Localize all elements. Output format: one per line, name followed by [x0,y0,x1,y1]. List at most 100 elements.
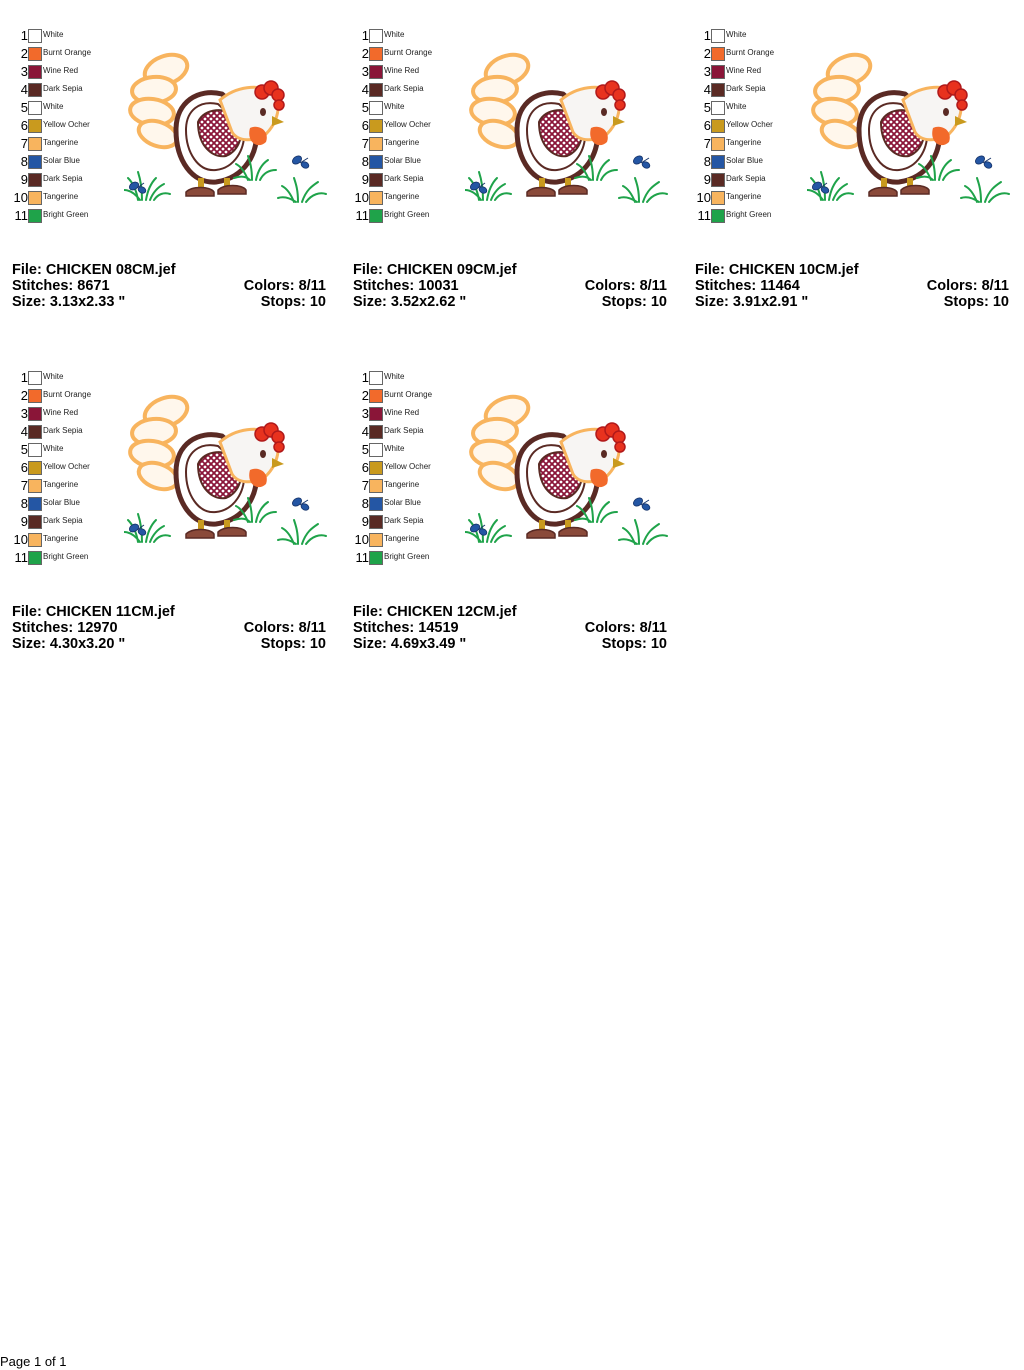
design-card: 1 White 2 Burnt Orange 3 Wine Red 4 Dark Sepia 5… [12,358,330,658]
color-name: Solar Blue [43,156,80,165]
color-number: 7 [703,136,711,151]
color-number: 5 [703,100,711,115]
design-info: File: CHICKEN 08CM.jef Stitches: 8671 Col… [12,262,326,310]
color-swatch [369,479,383,493]
color-number: 5 [20,100,28,115]
color-number: 7 [20,136,28,151]
color-number: 7 [361,478,369,493]
legend-row: 3 Wine Red [353,64,463,82]
color-swatch [28,515,42,529]
color-swatch [28,191,42,205]
legend-row: 8 Solar Blue [12,154,122,172]
color-number: 8 [20,154,28,169]
color-number: 7 [20,478,28,493]
color-swatch [28,479,42,493]
legend-row: 4 Dark Sepia [353,424,463,442]
color-legend: 1 White 2 Burnt Orange 3 Wine Red 4 Dark Sepia 5… [353,28,463,226]
color-number: 5 [20,442,28,457]
color-number: 11 [14,550,29,565]
color-count: Colors: 8/11 [243,278,326,294]
legend-row: 4 Dark Sepia [695,82,805,100]
color-swatch [711,29,725,43]
color-number: 9 [20,172,28,187]
color-number: 6 [703,118,711,133]
color-swatch [28,443,42,457]
color-swatch [711,209,725,223]
color-swatch [369,119,383,133]
legend-row: 4 Dark Sepia [12,82,122,100]
color-number: 8 [361,154,369,169]
stitch-count: Stitches: 12970 [12,620,118,636]
color-swatch [369,101,383,115]
color-name: Dark Sepia [384,426,424,435]
color-swatch [369,137,383,151]
color-name: Bright Green [43,210,89,219]
color-name: Wine Red [384,408,420,417]
stop-count: Stops: 10 [260,294,326,310]
design-size: Size: 3.91x2.91 " [695,294,809,310]
color-number: 10 [13,190,28,205]
legend-row: 2 Burnt Orange [12,388,122,406]
legend-row: 2 Burnt Orange [12,46,122,64]
color-number: 6 [20,460,28,475]
color-name: Dark Sepia [726,84,766,93]
color-swatch [28,461,42,475]
color-legend: 1 White 2 Burnt Orange 3 Wine Red 4 Dark Sepia 5… [353,370,463,568]
color-number: 11 [355,550,370,565]
design-info: File: CHICKEN 12CM.jef Stitches: 14519 Co… [353,604,667,652]
color-swatch [369,29,383,43]
stop-count: Stops: 10 [601,294,667,310]
legend-row: 10 Tangerine [12,532,122,550]
color-swatch [28,29,42,43]
color-swatch [28,65,42,79]
color-number: 5 [361,442,369,457]
legend-row: 10 Tangerine [12,190,122,208]
legend-row: 2 Burnt Orange [695,46,805,64]
color-number: 11 [355,208,370,223]
color-number: 11 [14,208,29,223]
color-name: Burnt Orange [384,48,433,57]
color-number: 1 [361,28,369,43]
legend-row: 11 Bright Green [12,550,122,568]
color-number: 3 [361,406,369,421]
color-number: 2 [361,46,369,61]
color-swatch [28,119,42,133]
color-name: White [43,102,64,111]
color-name: Dark Sepia [384,174,424,183]
color-swatch [28,155,42,169]
legend-row: 1 White [353,28,463,46]
color-name: Bright Green [43,552,89,561]
color-swatch [711,191,725,205]
stitch-count: Stitches: 8671 [12,278,110,294]
legend-row: 10 Tangerine [353,532,463,550]
color-swatch [711,173,725,187]
color-swatch [369,533,383,547]
color-name: Solar Blue [384,156,421,165]
color-name: Dark Sepia [384,84,424,93]
legend-row: 10 Tangerine [695,190,805,208]
color-number: 10 [696,190,711,205]
color-number: 8 [20,496,28,511]
color-name: Dark Sepia [384,516,424,525]
color-name: Tangerine [43,534,79,543]
color-swatch [711,65,725,79]
color-swatch [369,497,383,511]
color-number: 5 [361,100,369,115]
legend-row: 9 Dark Sepia [12,514,122,532]
color-swatch [369,371,383,385]
color-name: Wine Red [43,408,79,417]
color-name: Tangerine [726,192,762,201]
color-name: Tangerine [384,138,420,147]
color-name: Bright Green [384,210,430,219]
legend-row: 6 Yellow Ocher [12,460,122,478]
design-card: 1 White 2 Burnt Orange 3 Wine Red 4 Dark Sepia 5… [12,16,330,316]
legend-row: 8 Solar Blue [353,154,463,172]
legend-row: 11 Bright Green [353,550,463,568]
legend-row: 8 Solar Blue [695,154,805,172]
color-swatch [711,83,725,97]
color-number: 3 [361,64,369,79]
color-swatch [711,47,725,61]
color-legend: 1 White 2 Burnt Orange 3 Wine Red 4 Dark Sepia 5… [12,28,122,226]
legend-row: 7 Tangerine [695,136,805,154]
color-number: 8 [361,496,369,511]
